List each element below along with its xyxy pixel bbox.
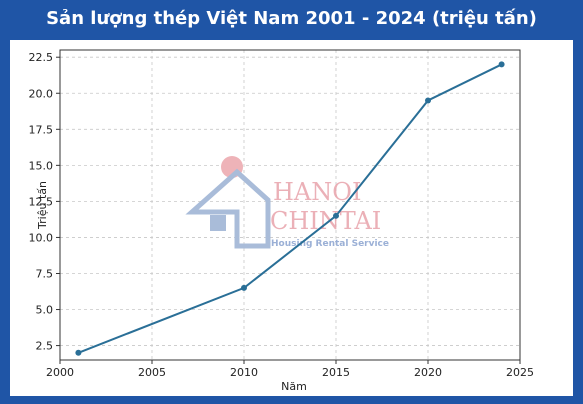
y-tick-label: 10.0 <box>29 231 54 244</box>
watermark-brand-line2: CHINTAI <box>270 207 381 235</box>
x-tick-label: 2005 <box>138 366 166 379</box>
data-point <box>75 349 82 356</box>
data-point <box>333 212 339 219</box>
plot-area-border <box>59 49 521 361</box>
x-axis-label: Năm <box>281 380 307 393</box>
watermark-window-icon <box>210 215 226 231</box>
x-tick-label: 2000 <box>46 366 74 379</box>
y-axis-label: Triệu tấn <box>36 181 49 230</box>
grid-lines <box>59 50 521 360</box>
chart-title: Sản lượng thép Việt Nam 2001 - 2024 (tri… <box>46 8 537 29</box>
chart-panel <box>10 40 573 396</box>
watermark-logo: HANOI CHINTAI Housing Rental Service <box>185 156 389 249</box>
data-points <box>75 61 505 356</box>
x-tick-label: 2015 <box>322 366 350 379</box>
y-tick-label: 20.0 <box>29 87 54 100</box>
x-tick-label: 2020 <box>414 366 442 379</box>
y-tick-label: 15.0 <box>29 159 54 172</box>
watermark-tagline: Housing Rental Service <box>271 239 389 249</box>
x-tick-label: 2025 <box>506 366 534 379</box>
data-point <box>498 61 505 68</box>
house-logo-icon <box>185 168 271 249</box>
y-tick-label: 12.5 <box>29 195 54 208</box>
x-tick-labels: 2000 2005 2010 2015 2020 2025 <box>46 366 534 379</box>
data-point <box>241 284 247 291</box>
y-tick-label: 17.5 <box>29 123 54 136</box>
y-tick-label: 5.0 <box>36 304 54 317</box>
data-point <box>425 97 431 104</box>
y-tick-label: 7.5 <box>36 267 54 280</box>
y-tick-label: 22.5 <box>29 51 54 64</box>
x-tick-label: 2010 <box>230 366 258 379</box>
axes <box>56 49 521 364</box>
y-tick-label: 2.5 <box>36 340 54 353</box>
y-tick-labels: 2.5 5.0 7.5 10.0 12.5 15.0 17.5 20.0 22.5 <box>29 51 54 352</box>
